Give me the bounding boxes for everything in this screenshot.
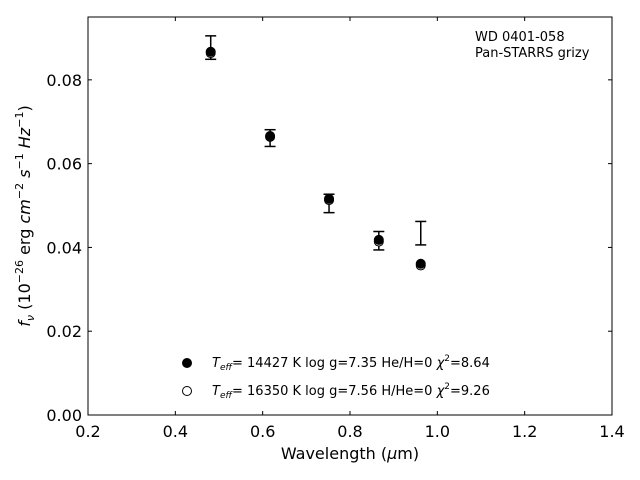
y-tick-label: 0.02 [46,322,82,341]
x-tick-label: 1.0 [425,422,450,441]
y-tick-label: 0.06 [46,155,82,174]
x-tick-label: 1.2 [512,422,537,441]
point-filled [373,234,384,245]
x-tick-label: 0.8 [337,422,362,441]
legend-entry-2: Teff= 16350 K log g=7.56 H/He=0 χ2=9.26 [212,382,490,401]
x-tick-label: 0.4 [163,422,188,441]
y-tick-label: 0.08 [46,71,82,90]
x-axis: 0.2 0.4 0.6 0.8 1.0 1.2 1.4 [75,17,625,441]
point-filled [205,46,216,57]
point-filled [324,193,335,204]
x-axis-title: Wavelength (μm) [281,444,419,463]
legend-entry-1: Teff= 14427 K log g=7.35 He/H=0 χ2=8.64 [212,354,490,373]
annotation-object: WD 0401-058 [475,30,565,45]
x-tick-label: 0.6 [250,422,275,441]
data-points [205,46,426,271]
point-filled [415,258,426,269]
x-tick-label: 1.4 [599,422,624,441]
legend: Teff= 14427 K log g=7.35 He/H=0 χ2=8.64 … [182,354,490,401]
y-axis-title: fν (10−26 erg cm−2 s−1 Hz−1) [13,105,37,326]
x-tick-label: 0.2 [75,422,100,441]
y-tick-label: 0.00 [46,406,82,425]
y-tick-label: 0.04 [46,238,82,257]
legend-marker-filled [182,358,192,368]
point-filled [265,130,276,141]
legend-marker-open [182,386,192,396]
y-axis: 0.00 0.02 0.04 0.06 0.08 [46,71,612,425]
annotation-survey: Pan-STARRS grizy [475,46,590,61]
